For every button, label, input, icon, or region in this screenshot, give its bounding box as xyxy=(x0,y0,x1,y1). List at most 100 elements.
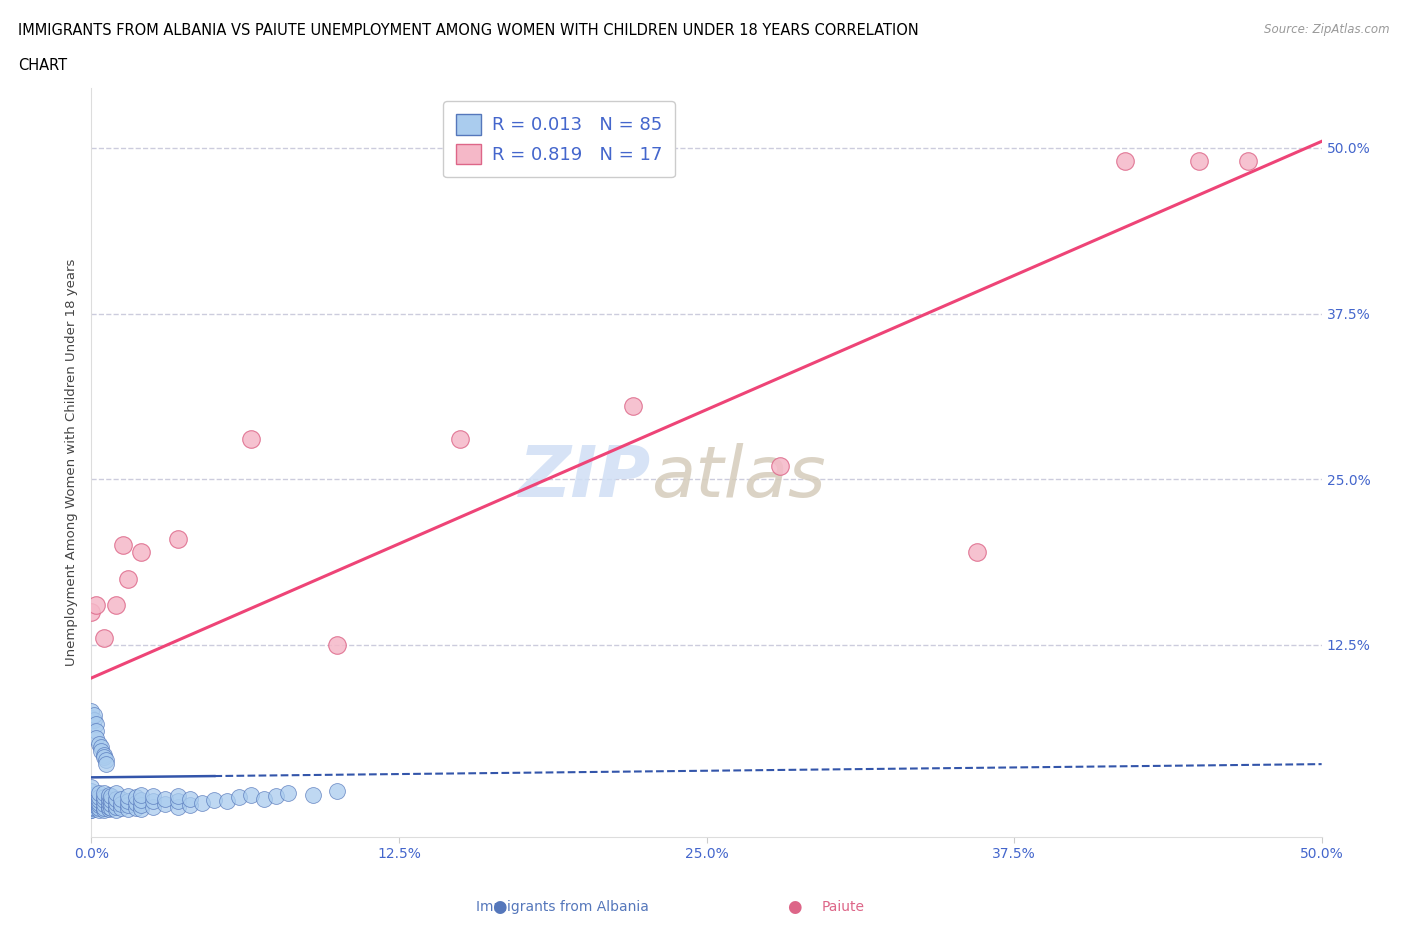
Point xyxy=(86,724,108,738)
Point xyxy=(100,796,122,811)
Text: Paiute: Paiute xyxy=(823,899,865,914)
Point xyxy=(142,799,165,814)
Point xyxy=(124,795,146,810)
Point xyxy=(90,743,112,758)
Point xyxy=(166,799,188,814)
Point xyxy=(87,801,110,816)
Point xyxy=(105,795,127,810)
Point xyxy=(166,531,188,546)
Point xyxy=(129,792,152,807)
Point xyxy=(191,795,214,810)
Point xyxy=(80,783,103,798)
Point xyxy=(326,783,349,798)
Point xyxy=(153,791,177,806)
Point xyxy=(621,399,644,414)
Point xyxy=(129,802,152,817)
Point xyxy=(110,801,132,816)
Point xyxy=(83,713,105,728)
Y-axis label: Unemployment Among Women with Children Under 18 years: Unemployment Among Women with Children U… xyxy=(65,259,79,667)
Point xyxy=(80,787,103,802)
Point xyxy=(97,795,120,810)
Text: Source: ZipAtlas.com: Source: ZipAtlas.com xyxy=(1264,23,1389,36)
Point xyxy=(80,794,103,809)
Point xyxy=(240,787,263,802)
Point xyxy=(80,804,103,818)
Point xyxy=(105,598,127,613)
Point xyxy=(96,752,117,767)
Point xyxy=(93,790,115,804)
Point xyxy=(86,730,108,745)
Point xyxy=(179,798,201,813)
Point xyxy=(100,801,122,816)
Point xyxy=(86,598,108,613)
Point xyxy=(117,571,139,586)
Point xyxy=(117,789,139,804)
Point xyxy=(97,787,120,802)
Point xyxy=(96,757,117,772)
Point xyxy=(87,737,110,751)
Point xyxy=(93,631,115,645)
Point xyxy=(153,796,177,811)
Point xyxy=(264,789,287,804)
Text: ●: ● xyxy=(787,897,801,916)
Text: ●: ● xyxy=(492,897,506,916)
Text: Immigrants from Albania: Immigrants from Albania xyxy=(477,899,648,914)
Point xyxy=(87,795,110,810)
Point xyxy=(277,786,299,801)
Point xyxy=(769,458,792,473)
Point xyxy=(93,796,115,811)
Point xyxy=(1237,153,1260,168)
Point xyxy=(87,786,110,801)
Point xyxy=(1187,153,1209,168)
Point xyxy=(80,799,103,814)
Point xyxy=(1114,153,1136,168)
Point xyxy=(117,794,139,809)
Text: atlas: atlas xyxy=(651,444,825,512)
Point xyxy=(966,545,988,560)
Point xyxy=(253,791,276,806)
Point xyxy=(129,798,152,813)
Point xyxy=(80,801,103,816)
Point xyxy=(87,798,110,813)
Point xyxy=(83,708,105,723)
Point xyxy=(142,789,165,804)
Point xyxy=(326,637,349,652)
Point xyxy=(129,545,152,560)
Point xyxy=(228,790,250,804)
Point xyxy=(110,791,132,806)
Point xyxy=(129,787,152,802)
Point xyxy=(449,432,471,447)
Point xyxy=(80,796,103,811)
Point xyxy=(87,792,110,807)
Point xyxy=(80,704,103,719)
Text: CHART: CHART xyxy=(18,58,67,73)
Point xyxy=(142,794,165,809)
Point xyxy=(117,798,139,813)
Point xyxy=(80,711,103,725)
Legend: R = 0.013   N = 85, R = 0.819   N = 17: R = 0.013 N = 85, R = 0.819 N = 17 xyxy=(443,101,675,177)
Point xyxy=(80,604,103,619)
Point xyxy=(105,799,127,814)
Point xyxy=(100,789,122,804)
Point xyxy=(124,790,146,804)
Point xyxy=(105,791,127,806)
Point xyxy=(97,799,120,814)
Point xyxy=(105,804,127,818)
Point xyxy=(117,802,139,817)
Text: ZIP: ZIP xyxy=(519,444,651,512)
Point xyxy=(93,786,115,801)
Point xyxy=(100,792,122,807)
Point xyxy=(124,801,146,816)
Point xyxy=(112,538,135,553)
Point xyxy=(166,789,188,804)
Point xyxy=(90,739,112,754)
Text: IMMIGRANTS FROM ALBANIA VS PAIUTE UNEMPLOYMENT AMONG WOMEN WITH CHILDREN UNDER 1: IMMIGRANTS FROM ALBANIA VS PAIUTE UNEMPL… xyxy=(18,23,920,38)
Point xyxy=(301,787,323,802)
Point xyxy=(97,791,120,806)
Point xyxy=(80,804,103,818)
Point xyxy=(179,791,201,806)
Point xyxy=(93,751,115,765)
Point xyxy=(110,796,132,811)
Point xyxy=(93,804,115,818)
Point xyxy=(87,804,110,818)
